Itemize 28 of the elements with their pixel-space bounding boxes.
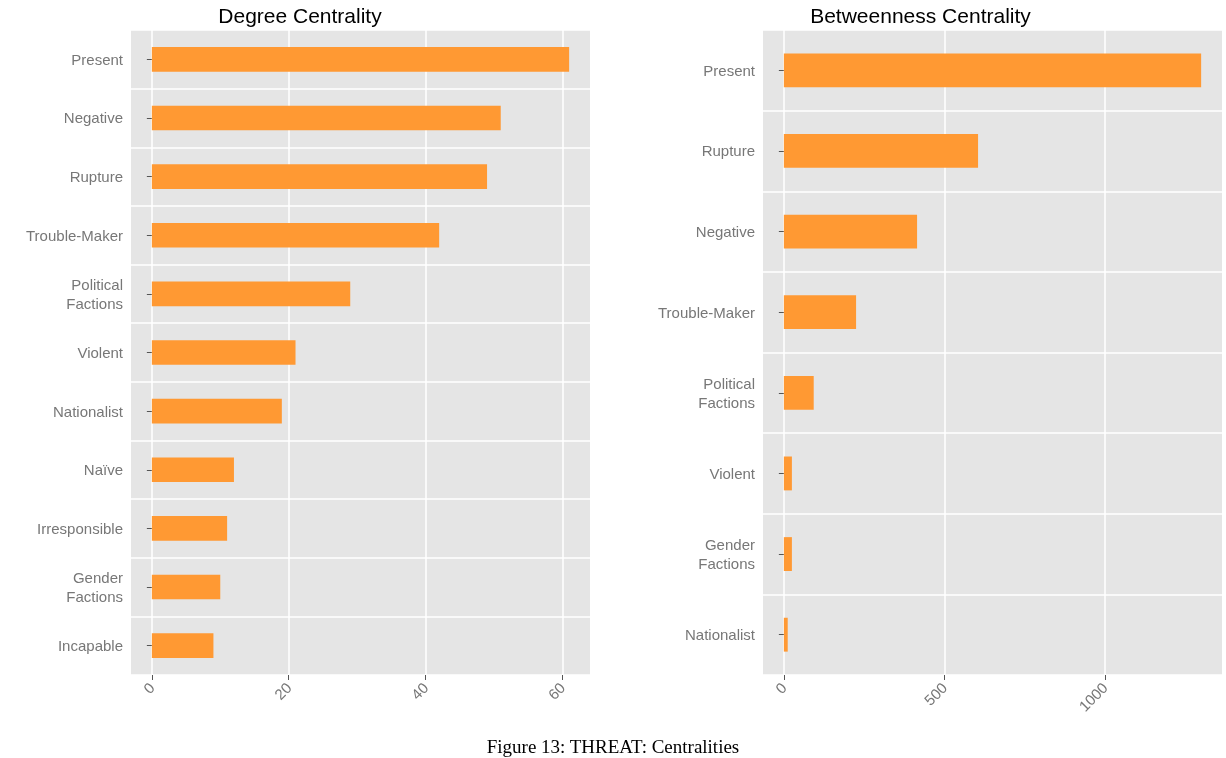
y-tick-label: Negative (63, 109, 123, 127)
x-tick-label: 500 (920, 678, 951, 709)
y-tick-label: Negative (695, 223, 755, 241)
y-tick-label: Violent (709, 464, 756, 482)
y-tick-label: Rupture (69, 168, 123, 186)
y-tick-label: Naïve (83, 461, 123, 479)
x-tick-label: 20 (270, 678, 295, 703)
y-tick-label: Irresponsible (37, 519, 123, 537)
y-tick-label: Violent (77, 344, 124, 361)
y-tick-label: Rupture (701, 142, 755, 160)
caption: Figure 13: THREAT: Centralities (485, 736, 741, 758)
y-tick-label: Present (71, 50, 124, 68)
chart-title: Degree Centrality (218, 4, 383, 27)
x-tick-label: 40 (407, 678, 432, 703)
chart-title: Betweenness Centrality (810, 4, 1032, 27)
y-tick-label: Gender Factions (698, 536, 755, 573)
y-tick-label: Gender Factions (66, 569, 123, 606)
y-tick-label: Nationalist (684, 626, 756, 644)
y-tick-label: Incapable (57, 637, 123, 655)
x-tick-label: 0 (771, 678, 790, 697)
x-tick-label: 60 (544, 678, 569, 703)
y-tick-label: Present (703, 61, 756, 79)
y-tick-label: Trouble-Maker (26, 226, 123, 244)
y-tick-label: Political Factions (66, 275, 123, 312)
y-tick-label: Political Factions (698, 374, 755, 411)
y-tick-label: Trouble-Maker (658, 303, 755, 321)
y-tick-label: Nationalist (52, 402, 124, 420)
x-tick-label: 0 (139, 678, 158, 697)
